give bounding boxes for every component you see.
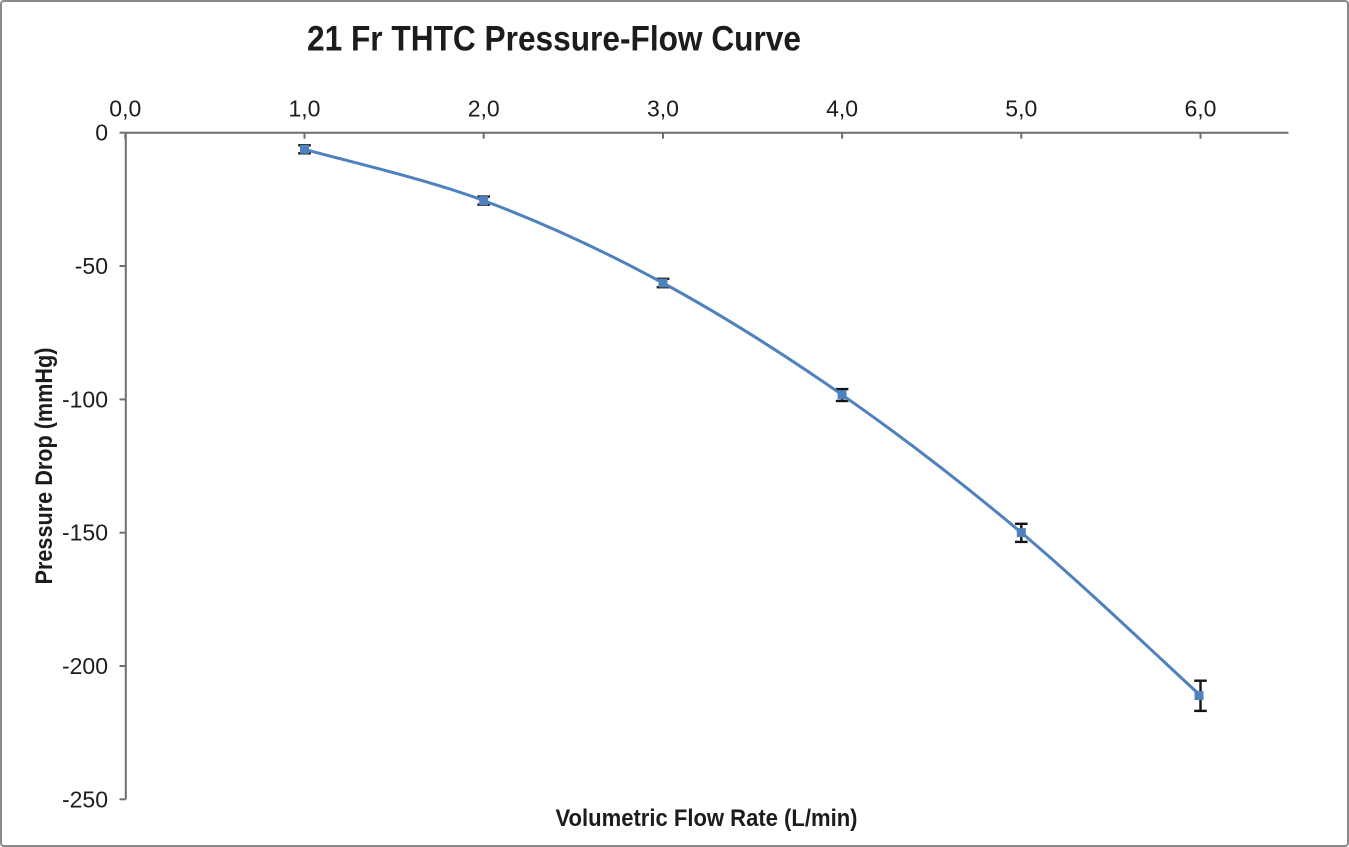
svg-text:Pressure Drop (mmHg): Pressure Drop (mmHg) <box>31 348 58 585</box>
svg-text:21 Fr THTC Pressure-Flow Curve: 21 Fr THTC Pressure-Flow Curve <box>307 18 801 58</box>
svg-text:0,0: 0,0 <box>109 96 141 122</box>
svg-text:3,0: 3,0 <box>647 96 679 122</box>
svg-text:-50: -50 <box>75 253 108 279</box>
svg-text:4,0: 4,0 <box>826 96 858 122</box>
svg-text:0: 0 <box>95 120 108 146</box>
svg-text:-200: -200 <box>62 653 108 679</box>
svg-text:5,0: 5,0 <box>1005 96 1037 122</box>
svg-text:6,0: 6,0 <box>1185 96 1217 122</box>
svg-text:Volumetric Flow Rate (L/min): Volumetric Flow Rate (L/min) <box>556 805 858 832</box>
svg-text:-150: -150 <box>62 520 108 546</box>
svg-text:-250: -250 <box>62 786 108 812</box>
svg-text:2,0: 2,0 <box>468 96 500 122</box>
svg-text:-100: -100 <box>62 386 108 412</box>
svg-text:1,0: 1,0 <box>289 96 321 122</box>
